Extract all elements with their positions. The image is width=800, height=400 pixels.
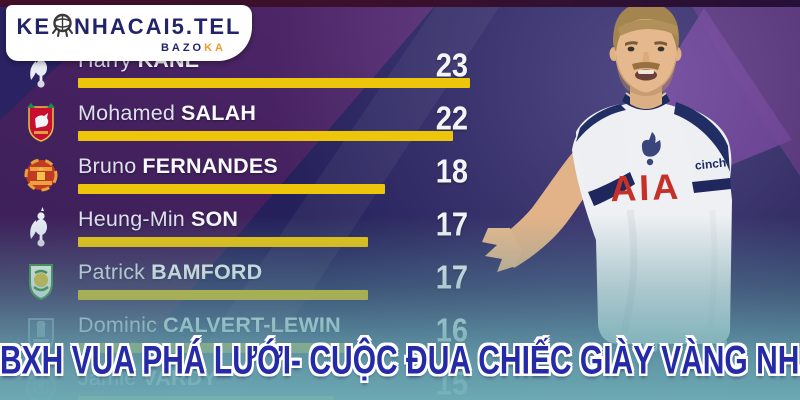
goals-bar xyxy=(78,78,470,88)
goals-bar xyxy=(78,396,334,400)
player-name: Dominic CALVERT-LEWIN xyxy=(78,314,341,336)
goals-count: 18 xyxy=(435,154,468,191)
banner-title: BXH VUA PHÁ LƯỚI- CUỘC ĐUA CHIẾC GIÀY VÀ… xyxy=(0,339,800,383)
goals-bar xyxy=(78,184,385,194)
player-last-name: SALAH xyxy=(181,101,257,125)
man-united-crest xyxy=(22,154,60,198)
player-name: Heung-Min SON xyxy=(78,208,238,230)
player-last-name: FERNANDES xyxy=(142,154,278,178)
logo-text: KE NHACAI5.TEL xyxy=(16,13,241,41)
player-first-name: Patrick xyxy=(78,260,146,284)
goals-count: 17 xyxy=(435,260,468,297)
player-first-name: Mohamed xyxy=(78,101,176,125)
scorer-row: Bruno FERNANDES 18 xyxy=(0,154,478,207)
player-last-name: CALVERT-LEWIN xyxy=(163,313,341,337)
goals-bar xyxy=(78,290,368,300)
tottenham-crest xyxy=(22,207,60,251)
goals-bar xyxy=(78,131,453,141)
player-last-name: BAMFORD xyxy=(151,260,263,284)
player-first-name: Dominic xyxy=(78,313,158,337)
goals-bar xyxy=(78,237,368,247)
goals-count: 17 xyxy=(435,207,468,244)
logo-prefix: KE xyxy=(16,13,52,39)
site-logo[interactable]: KE NHACAI5.TEL BAZOKA xyxy=(6,5,252,61)
scorer-row: Heung-Min SON 17 xyxy=(0,207,478,260)
leeds-crest xyxy=(22,260,60,304)
player-last-name: SON xyxy=(190,207,239,231)
scorer-row: Mohamed SALAH 22 xyxy=(0,101,478,154)
scorer-row: Patrick BAMFORD 17 xyxy=(0,260,478,313)
liverpool-crest xyxy=(22,101,60,145)
player-first-name: Heung-Min xyxy=(78,207,185,231)
globe-mascot-icon xyxy=(52,13,74,41)
player-name: Patrick BAMFORD xyxy=(78,261,262,283)
player-name: Bruno FERNANDES xyxy=(78,155,278,177)
player-first-name: Bruno xyxy=(78,154,137,178)
player-name: Mohamed SALAH xyxy=(78,102,256,124)
logo-tagline: BAZOKA xyxy=(160,41,226,54)
logo-suffix: NHACAI5.TEL xyxy=(74,13,242,39)
